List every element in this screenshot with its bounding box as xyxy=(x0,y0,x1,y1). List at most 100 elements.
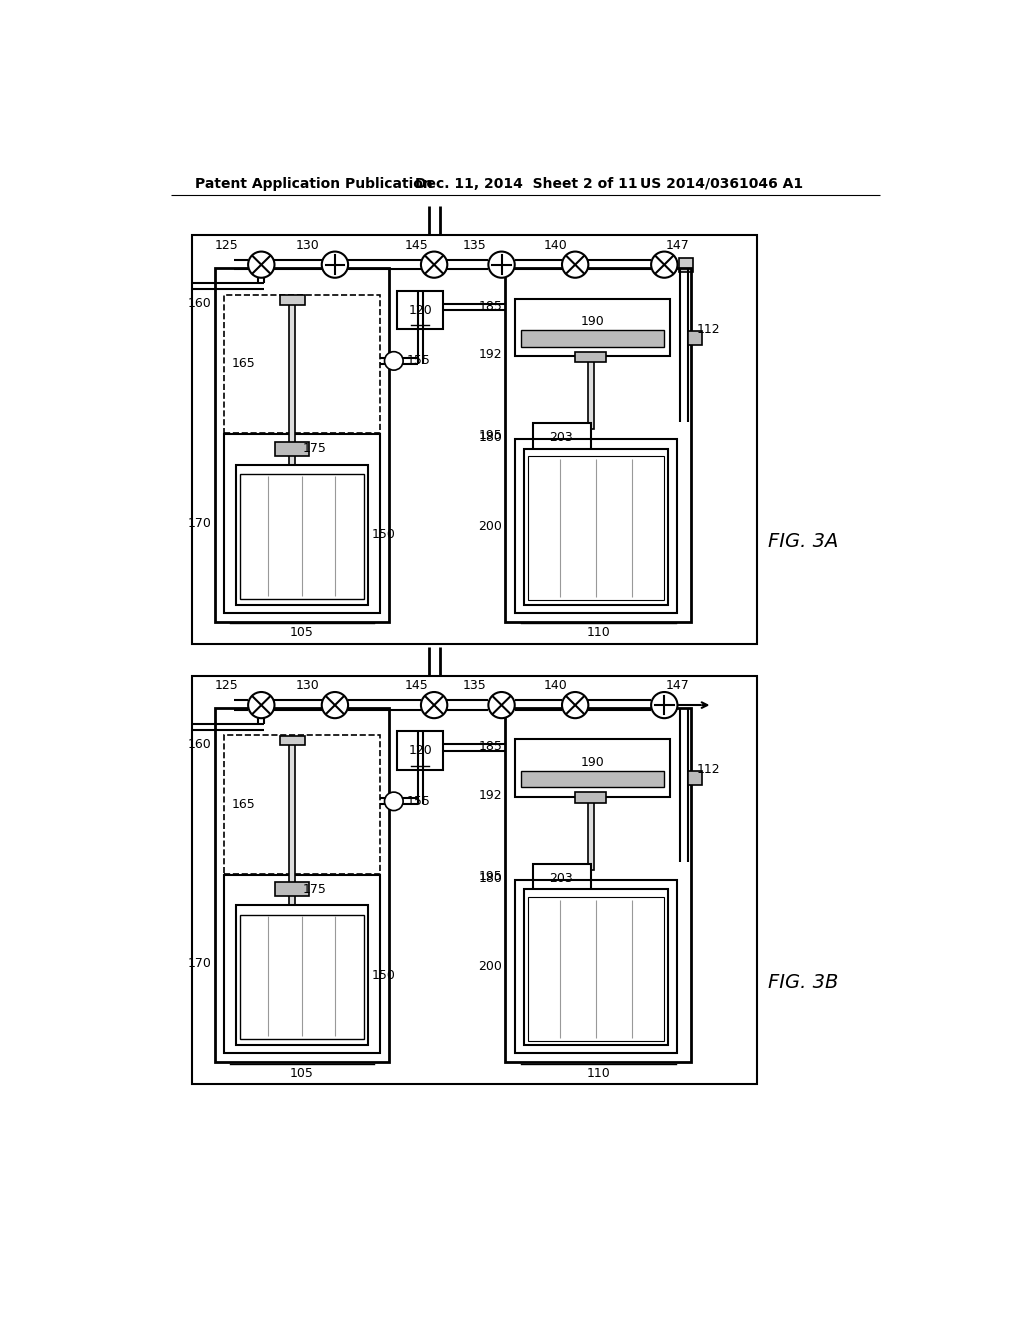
Bar xyxy=(521,771,664,788)
Circle shape xyxy=(322,692,348,718)
Bar xyxy=(521,330,664,347)
Bar xyxy=(575,351,606,363)
Bar xyxy=(506,708,691,1063)
Text: 170: 170 xyxy=(187,517,212,529)
Text: 112: 112 xyxy=(697,323,721,335)
Bar xyxy=(280,296,305,305)
Text: 200: 200 xyxy=(478,961,503,973)
Circle shape xyxy=(651,692,678,718)
Text: 180: 180 xyxy=(478,432,503,445)
Text: 160: 160 xyxy=(188,738,212,751)
Bar xyxy=(575,792,606,803)
Bar xyxy=(241,474,364,599)
Text: 170: 170 xyxy=(187,957,212,970)
Text: 125: 125 xyxy=(214,680,238,693)
Text: 175: 175 xyxy=(303,883,327,896)
Bar xyxy=(275,442,309,455)
Text: 155: 155 xyxy=(407,354,430,367)
Text: 175: 175 xyxy=(303,442,327,455)
Bar xyxy=(515,298,670,356)
Circle shape xyxy=(421,252,447,277)
Bar xyxy=(215,268,389,622)
Text: 185: 185 xyxy=(478,300,503,313)
Text: 120: 120 xyxy=(409,744,432,758)
Bar xyxy=(588,799,594,870)
Bar xyxy=(215,708,389,1063)
Text: 105: 105 xyxy=(290,626,313,639)
Circle shape xyxy=(385,351,403,370)
Bar xyxy=(687,331,701,345)
Text: 160: 160 xyxy=(188,297,212,310)
Bar xyxy=(524,449,669,605)
Text: 180: 180 xyxy=(478,871,503,884)
Text: 185: 185 xyxy=(478,741,503,754)
Text: 130: 130 xyxy=(296,680,319,693)
Text: 145: 145 xyxy=(404,680,428,693)
Text: 203: 203 xyxy=(549,871,573,884)
Circle shape xyxy=(488,252,515,277)
Text: 203: 203 xyxy=(549,432,573,445)
Text: 190: 190 xyxy=(581,755,604,768)
Text: 147: 147 xyxy=(666,239,689,252)
Bar xyxy=(532,863,591,892)
Circle shape xyxy=(322,252,348,277)
Bar xyxy=(224,434,380,612)
Bar xyxy=(236,906,369,1045)
Bar xyxy=(528,457,665,601)
Text: 200: 200 xyxy=(478,520,503,533)
Text: 195: 195 xyxy=(478,429,503,442)
Text: 192: 192 xyxy=(478,348,503,362)
Text: 110: 110 xyxy=(587,1067,610,1080)
Text: Dec. 11, 2014  Sheet 2 of 11: Dec. 11, 2014 Sheet 2 of 11 xyxy=(415,177,637,191)
Bar xyxy=(224,294,380,433)
Text: Patent Application Publication: Patent Application Publication xyxy=(196,177,433,191)
Circle shape xyxy=(248,252,274,277)
Circle shape xyxy=(651,252,678,277)
Bar xyxy=(224,735,380,874)
Text: 110: 110 xyxy=(587,626,610,639)
Bar xyxy=(241,915,364,1039)
Text: 135: 135 xyxy=(462,680,486,693)
Text: 150: 150 xyxy=(372,969,395,982)
Bar xyxy=(528,896,665,1040)
Text: 125: 125 xyxy=(214,239,238,252)
Text: 165: 165 xyxy=(231,797,256,810)
Bar xyxy=(191,676,758,1084)
Bar xyxy=(236,465,369,605)
Text: 190: 190 xyxy=(581,315,604,329)
Bar xyxy=(532,424,591,453)
Text: 150: 150 xyxy=(372,528,395,541)
Circle shape xyxy=(248,692,274,718)
Text: 140: 140 xyxy=(544,239,567,252)
Bar xyxy=(397,290,443,330)
Text: FIG. 3B: FIG. 3B xyxy=(768,973,839,991)
Bar xyxy=(397,731,443,770)
Text: 192: 192 xyxy=(478,788,503,801)
Bar xyxy=(275,882,309,896)
Bar xyxy=(687,771,701,785)
Circle shape xyxy=(562,692,589,718)
Text: 135: 135 xyxy=(462,239,486,252)
Text: 120: 120 xyxy=(409,304,432,317)
Text: 145: 145 xyxy=(404,239,428,252)
Circle shape xyxy=(385,792,403,810)
Text: 112: 112 xyxy=(697,763,721,776)
Bar xyxy=(191,235,758,644)
Bar xyxy=(515,880,678,1053)
Text: 195: 195 xyxy=(478,870,503,883)
Bar xyxy=(224,875,380,1053)
Bar xyxy=(506,268,691,622)
Text: US 2014/0361046 A1: US 2014/0361046 A1 xyxy=(640,177,803,191)
Bar xyxy=(515,739,670,797)
Text: 140: 140 xyxy=(544,680,567,693)
Bar xyxy=(524,890,669,1045)
Text: 147: 147 xyxy=(666,680,689,693)
Text: 105: 105 xyxy=(290,1067,313,1080)
Bar xyxy=(515,440,678,612)
Text: 165: 165 xyxy=(231,358,256,371)
Bar xyxy=(289,742,295,964)
Bar xyxy=(280,737,305,744)
Bar xyxy=(289,301,295,524)
Text: 130: 130 xyxy=(296,239,319,252)
Circle shape xyxy=(421,692,447,718)
